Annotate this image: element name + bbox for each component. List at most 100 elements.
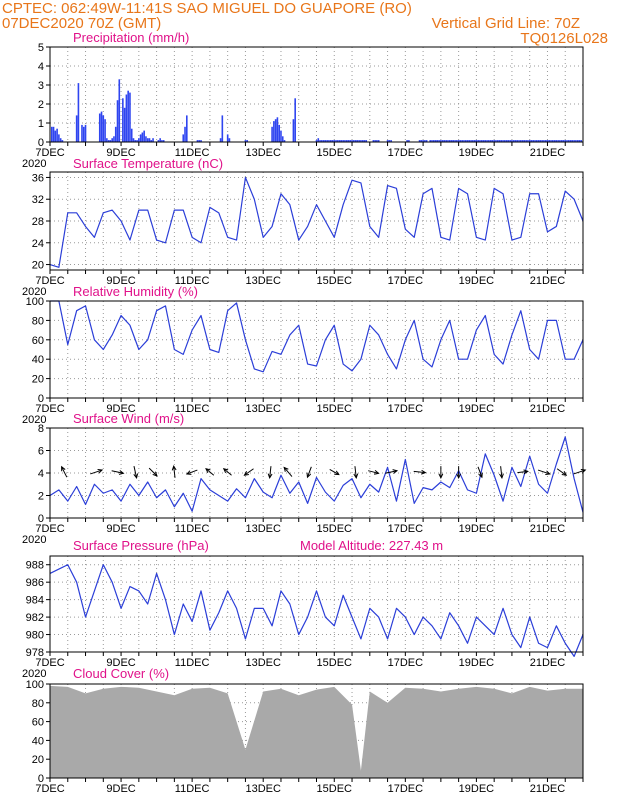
precip-bar (317, 138, 320, 142)
precip-bar (390, 140, 392, 142)
precip-bar (505, 140, 508, 142)
precip-bar (548, 140, 551, 142)
precip-bar (52, 126, 55, 142)
precip-bar (468, 140, 471, 142)
y-tick-label: 8 (38, 423, 44, 435)
wind-arrow-head (499, 473, 504, 479)
y-tick-label: 3 (38, 80, 44, 92)
precip-bar (125, 94, 128, 142)
precip-bar (347, 140, 350, 142)
precip-bar (575, 140, 577, 142)
precip-bar (162, 140, 165, 142)
wind-arrow (90, 468, 104, 475)
precip-bar (448, 140, 451, 142)
precip-bar (329, 140, 332, 142)
precip-bar (521, 140, 524, 142)
precip-bar (480, 140, 483, 142)
wind-arrow (148, 467, 158, 477)
y-tick-label: 28 (32, 216, 44, 228)
y-tick-label: 36 (32, 172, 44, 184)
wind-arrow (222, 468, 232, 476)
precip-bar (388, 140, 391, 142)
precip-bar (271, 126, 273, 142)
y-tick-label: 24 (32, 238, 44, 250)
y-tick-label: 100 (26, 296, 44, 308)
wind-arrow (537, 469, 551, 476)
precip-bar (408, 140, 410, 142)
x-tick-label: 11DEC (175, 523, 210, 535)
precip-bar (328, 140, 330, 142)
precip-bar (498, 140, 501, 142)
y-tick-label: 980 (26, 630, 44, 642)
wind-line (49, 436, 584, 513)
precip-bar (447, 140, 449, 142)
precip-bar (315, 140, 318, 142)
precip-bar (141, 132, 144, 142)
wind-arrow-shaft (90, 469, 103, 475)
precip-bar (560, 140, 563, 142)
precip-bar (555, 140, 558, 142)
precip-bar (528, 140, 531, 142)
x-tick-label: 13DEC (245, 523, 281, 535)
precip-bar (152, 138, 154, 142)
wind-arrow-shaft (269, 466, 272, 478)
precip-bar (569, 140, 572, 142)
precip-bar (406, 140, 408, 142)
precip-bar (520, 140, 522, 142)
precip-bar (443, 140, 446, 142)
precip-bar (486, 140, 488, 142)
precip-bar (150, 140, 153, 142)
precip-bar (445, 140, 447, 142)
precip-bar (294, 98, 296, 142)
precip-bar (283, 140, 286, 142)
x-tick-label: 17DEC (388, 403, 424, 415)
precip-bar (280, 130, 282, 142)
precip-bar (226, 134, 229, 142)
x-tick-label: 19DEC (459, 403, 495, 415)
precip-bar (127, 90, 129, 142)
precip-bar (102, 115, 105, 142)
precip-bar (321, 140, 323, 142)
cloud-title: Cloud Cover (%) (73, 666, 169, 681)
precip-bar (356, 140, 359, 142)
precip-bar (543, 140, 545, 142)
precip-bar (219, 138, 222, 142)
wind-arrow (438, 466, 444, 479)
wind-arrow (353, 466, 359, 479)
precip-bar (425, 140, 428, 142)
y-tick-label: 0 (38, 513, 44, 525)
precip-bar (324, 140, 327, 142)
precip-bar (491, 140, 494, 142)
y-tick-label: 2 (38, 491, 44, 503)
wind-arrow-head (205, 468, 211, 474)
wind-arrow-shaft (385, 470, 398, 474)
x-tick-label: 17DEC (388, 275, 424, 287)
precip-bar (511, 140, 513, 142)
precip-bar (441, 140, 444, 142)
precip-bar (278, 124, 280, 142)
wind-arrow-shaft (133, 466, 138, 478)
x-tick-label: 13DEC (245, 275, 281, 287)
wind-arrow-shaft (111, 470, 124, 474)
precip-bar (477, 140, 479, 142)
precip-bar (578, 140, 581, 142)
precip-bar (550, 140, 552, 142)
y-tick-label: 20 (32, 754, 44, 766)
wind-title: Surface Wind (m/s) (73, 411, 184, 426)
precip-bar (132, 138, 135, 142)
wind-arrow (306, 466, 312, 479)
precip-bar (562, 140, 565, 142)
precip-bar (418, 140, 421, 142)
precip-bar (123, 107, 126, 142)
wind-arrow-shaft (556, 468, 567, 476)
precip-bar (454, 140, 456, 142)
precip-bar (98, 113, 101, 142)
precip-bar (157, 140, 160, 142)
wind-arrow-shaft (354, 466, 357, 478)
precip-bar (246, 140, 249, 142)
x-tick-label: 7DEC (35, 657, 64, 669)
precip-bar (551, 140, 554, 142)
precip-bar (75, 115, 78, 142)
y-tick-label: 0 (38, 773, 44, 785)
